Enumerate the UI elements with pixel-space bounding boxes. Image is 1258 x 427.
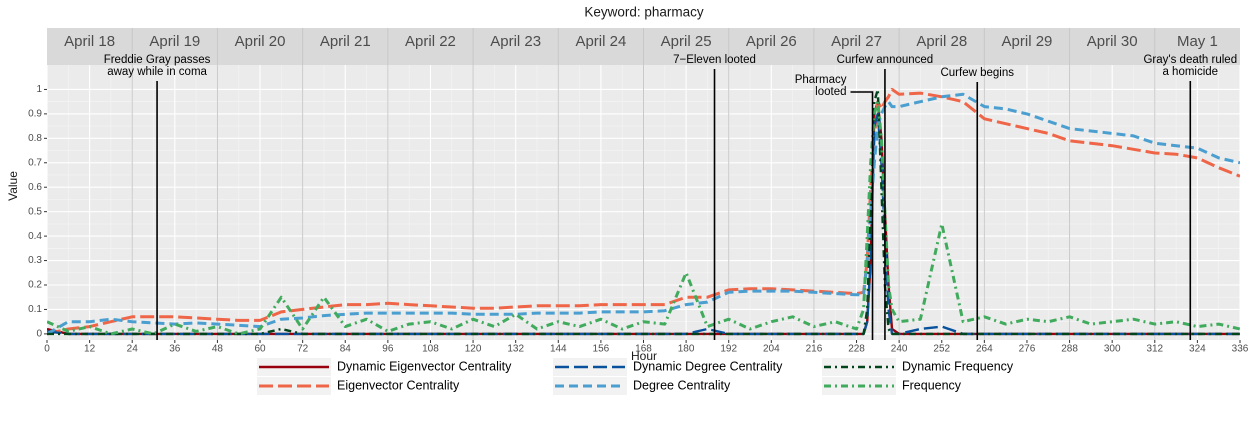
x-tick-label: 96 (382, 344, 394, 355)
x-tick-label: 48 (212, 344, 224, 355)
annotation-text: Curfew begins (940, 67, 1014, 79)
strip-label: April 30 (1087, 33, 1138, 50)
strip-label: April 27 (831, 33, 882, 50)
x-axis-label: Hour (631, 349, 657, 363)
annotation-text: 7−Eleven looted (673, 54, 756, 66)
x-tick-label: 144 (550, 344, 567, 355)
x-tick-label: 252 (933, 344, 950, 355)
x-tick-label: 228 (848, 344, 865, 355)
y-tick-label: 1 (36, 84, 42, 95)
x-tick-label: 84 (340, 344, 352, 355)
x-tick-label: 0 (44, 344, 50, 355)
strip-label: April 29 (1002, 33, 1053, 50)
x-tick-label: 24 (127, 344, 139, 355)
annotation-text: Gray's death ruled (1143, 54, 1237, 66)
y-axis-label: Value (6, 171, 20, 201)
y-tick-label: 0.8 (28, 133, 42, 144)
y-tick-label: 0.6 (28, 182, 42, 193)
series-line (47, 87, 1240, 336)
x-tick-label: 300 (1104, 344, 1121, 355)
x-tick-label: 240 (891, 344, 908, 355)
x-tick-label: 180 (678, 344, 695, 355)
x-tick-label: 264 (976, 344, 993, 355)
annotation-text: looted (815, 86, 846, 98)
series-line (47, 88, 1240, 336)
x-tick-label: 72 (297, 344, 309, 355)
annotation-text: Freddie Gray passes (104, 54, 211, 66)
y-tick-label: 0 (36, 329, 42, 340)
x-tick-label: 324 (1189, 344, 1206, 355)
y-tick-label: 0.7 (28, 157, 42, 168)
x-tick-label: 156 (593, 344, 610, 355)
legend-label: Degree Centrality (633, 378, 731, 392)
series-line (47, 100, 1240, 336)
legend-key-background (257, 377, 331, 395)
strip-label: April 28 (916, 33, 967, 50)
x-tick-label: 12 (84, 344, 96, 355)
annotation-text: away while in coma (107, 66, 207, 78)
x-tick-label: 132 (507, 344, 524, 355)
legend-label: Frequency (902, 378, 962, 392)
x-tick-label: 192 (720, 344, 737, 355)
strip-label: May 1 (1177, 33, 1218, 50)
legend-label: Dynamic Degree Centrality (633, 359, 783, 373)
legend-key-background (553, 358, 627, 376)
x-tick-label: 276 (1019, 344, 1036, 355)
strip-label: April 25 (661, 33, 712, 50)
strip-label: April 24 (575, 33, 626, 50)
x-tick-label: 168 (635, 344, 652, 355)
strip-label: April 19 (149, 33, 200, 50)
x-tick-label: 120 (465, 344, 482, 355)
legend-label: Dynamic Frequency (902, 359, 1014, 373)
x-tick-label: 60 (254, 344, 266, 355)
strip-label: April 22 (405, 33, 456, 50)
chart-title: Keyword: pharmacy (584, 5, 704, 20)
y-tick-label: 0.1 (28, 304, 42, 315)
strip-label: April 18 (64, 33, 115, 50)
y-tick-label: 0.3 (28, 255, 42, 266)
legend-label: Dynamic Eigenvector Centrality (337, 359, 512, 373)
annotation-line (850, 91, 874, 340)
strip-label: April 23 (490, 33, 541, 50)
annotation-text: Curfew announced (837, 54, 934, 66)
x-tick-label: 336 (1232, 344, 1249, 355)
annotation-text: a homicide (1162, 66, 1218, 78)
x-tick-label: 312 (1146, 344, 1163, 355)
x-tick-label: 204 (763, 344, 780, 355)
y-tick-label: 0.5 (28, 206, 42, 217)
annotation-text: Pharmacy (795, 74, 847, 86)
strip-label: April 26 (746, 33, 797, 50)
x-tick-label: 288 (1061, 344, 1078, 355)
strip-label: April 20 (235, 33, 286, 50)
x-tick-label: 216 (806, 344, 823, 355)
y-tick-label: 0.4 (28, 231, 42, 242)
series-line (47, 92, 1240, 336)
y-tick-label: 0.2 (28, 280, 42, 291)
strip-label: April 21 (320, 33, 371, 50)
x-tick-label: 108 (422, 344, 439, 355)
y-tick-label: 0.9 (28, 109, 42, 120)
x-tick-label: 36 (169, 344, 181, 355)
legend-label: Eigenvector Centrality (337, 378, 460, 392)
